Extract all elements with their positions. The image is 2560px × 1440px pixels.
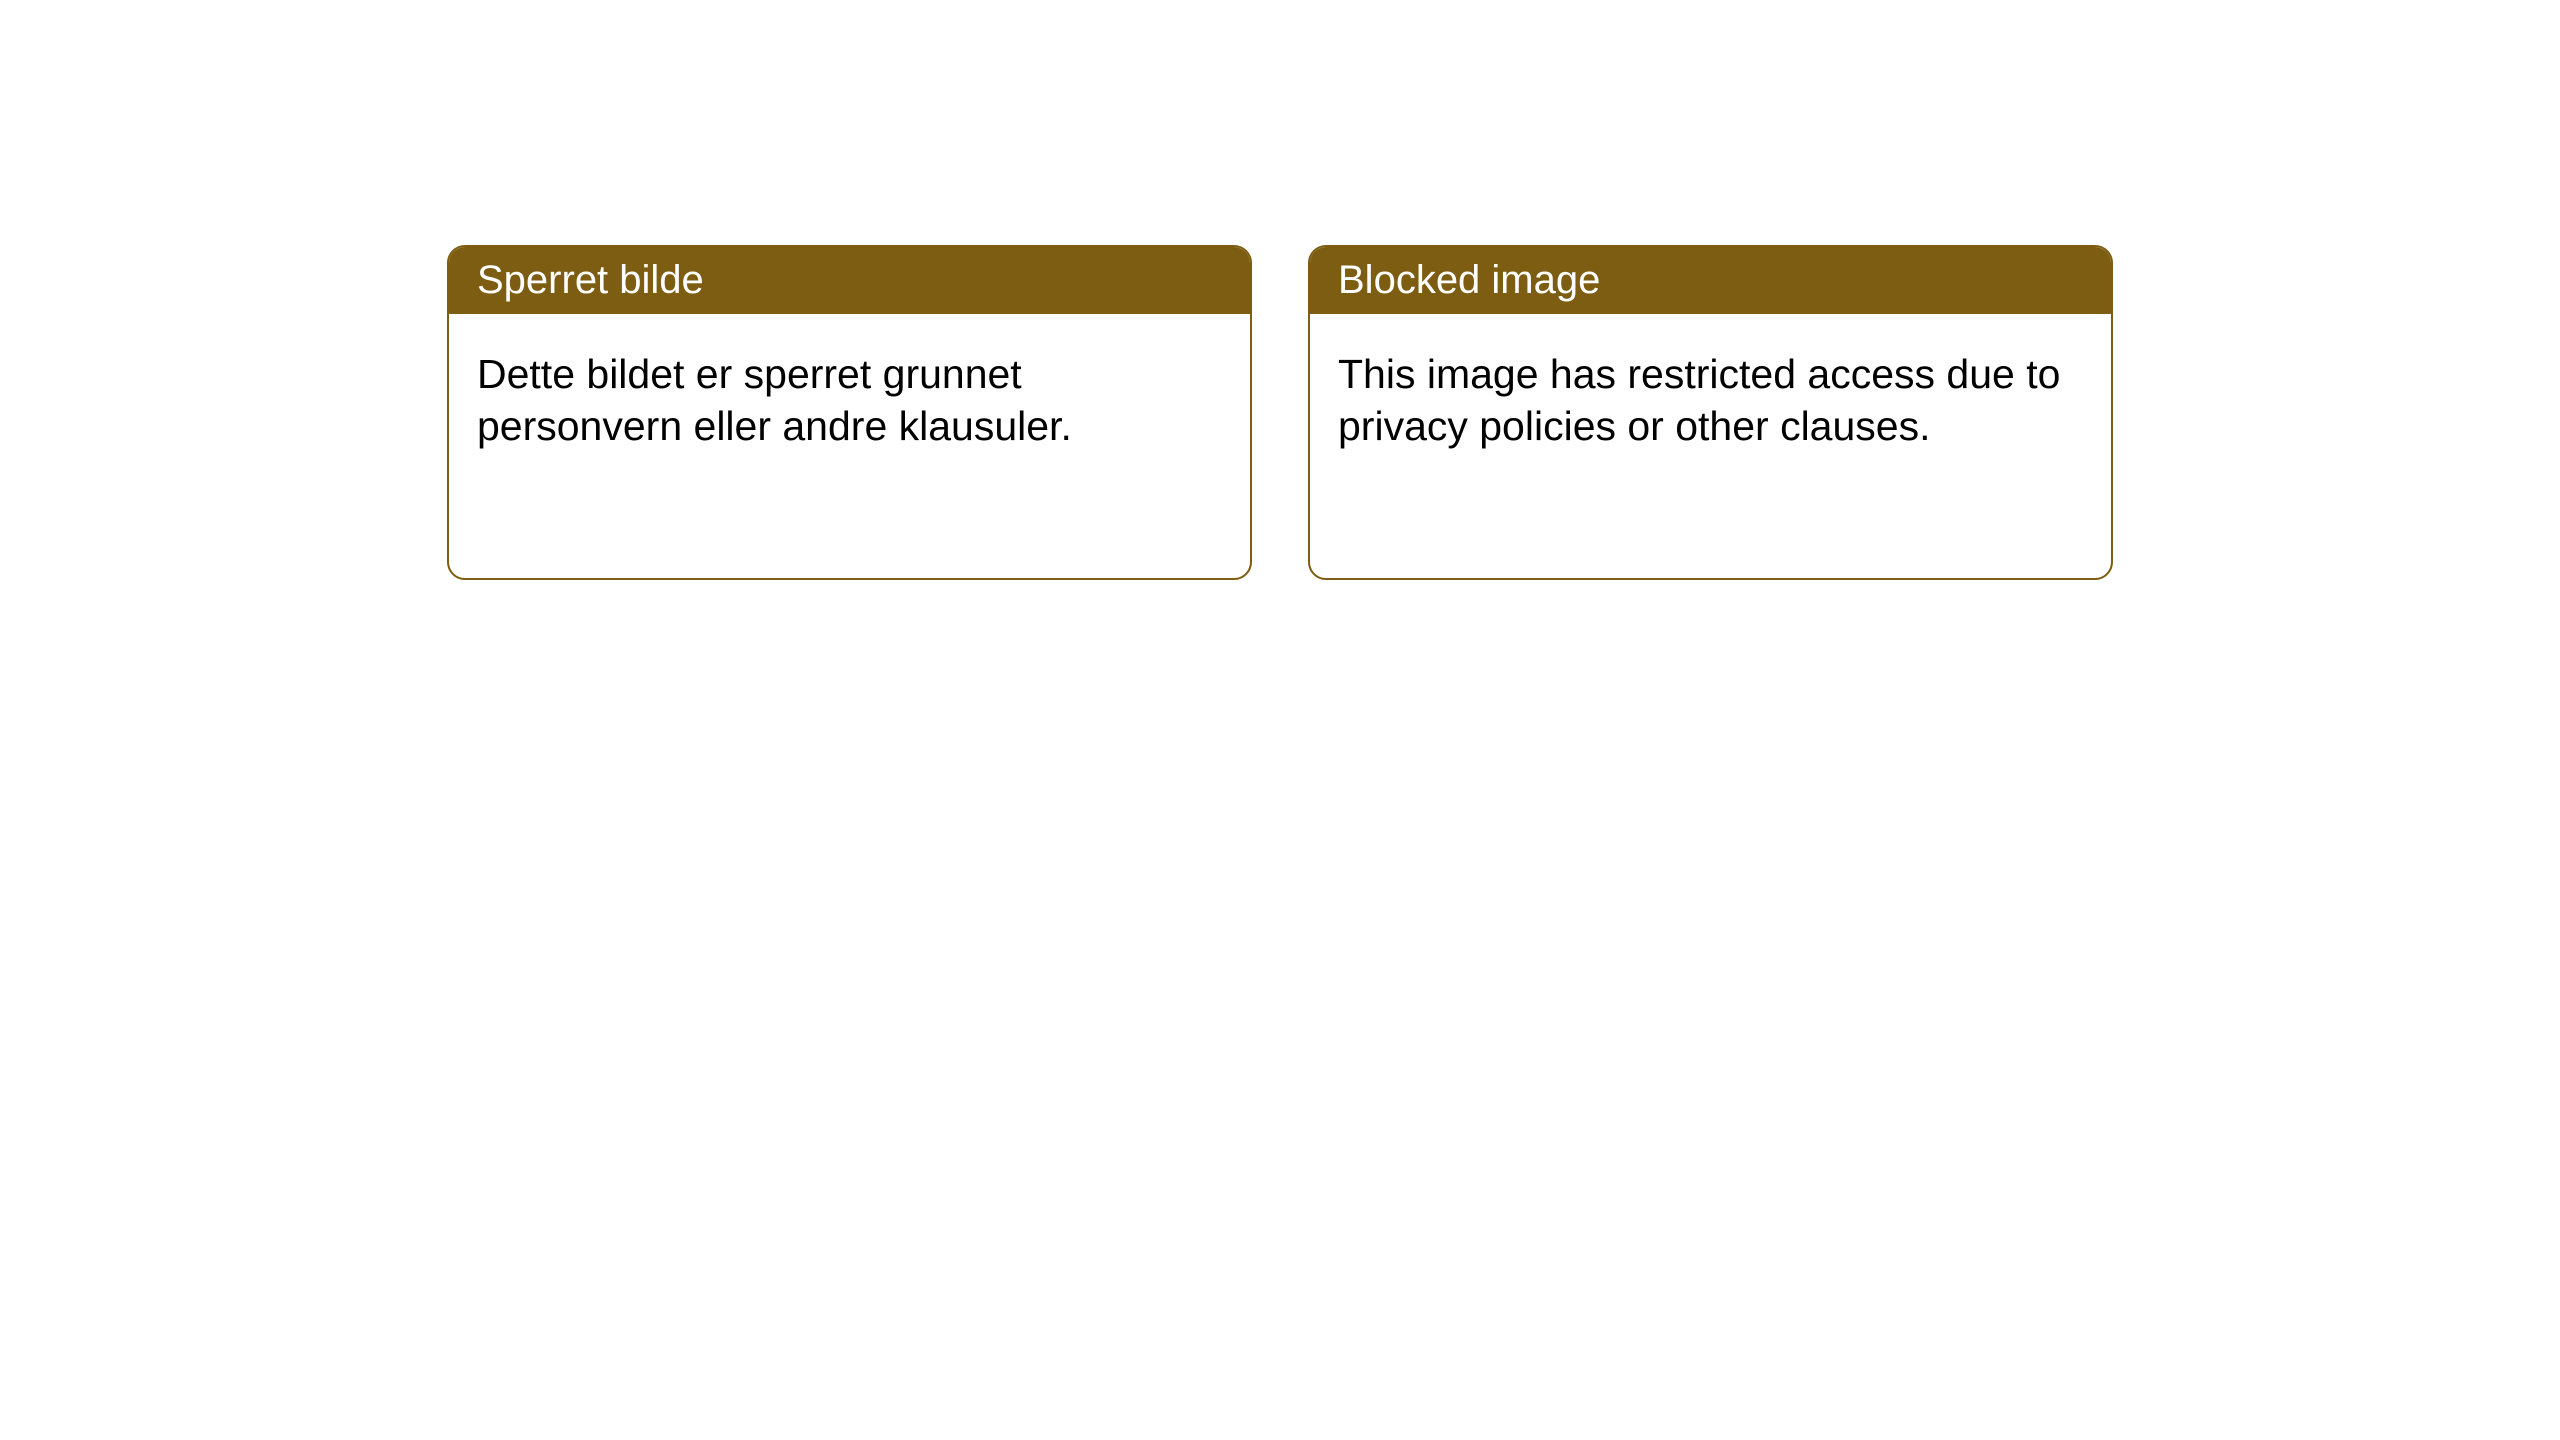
notice-header-no: Sperret bilde	[449, 247, 1250, 314]
notice-header-en: Blocked image	[1310, 247, 2111, 314]
notice-card-en: Blocked image This image has restricted …	[1308, 245, 2113, 580]
notice-body-no: Dette bildet er sperret grunnet personve…	[449, 314, 1250, 487]
notice-container: Sperret bilde Dette bildet er sperret gr…	[447, 245, 2113, 580]
notice-card-no: Sperret bilde Dette bildet er sperret gr…	[447, 245, 1252, 580]
notice-body-en: This image has restricted access due to …	[1310, 314, 2111, 487]
